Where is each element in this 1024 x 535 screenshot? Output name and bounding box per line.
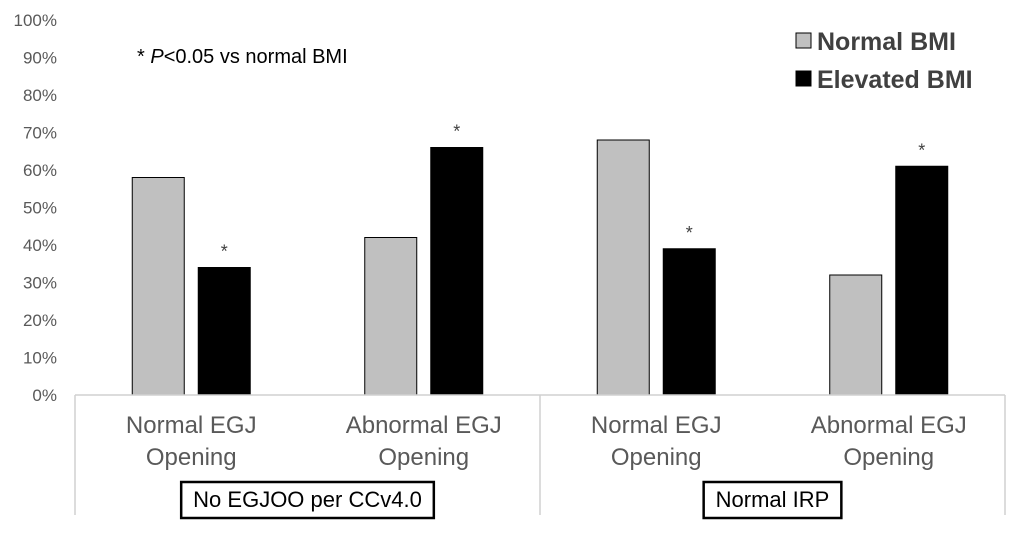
group-label: Normal IRP: [716, 487, 830, 512]
bar-elevated-bmi: [662, 248, 716, 396]
bar-normal-bmi: [131, 177, 185, 396]
y-axis-ticks: 0% 10% 20% 30% 40% 50% 60% 70% 80% 90% 100%: [14, 11, 57, 405]
significance-marker: *: [453, 122, 460, 142]
category-label-line2: Opening: [843, 444, 934, 471]
y-tick-label: 100%: [14, 11, 57, 30]
y-tick-label: 40%: [23, 236, 57, 255]
category-label-line2: Opening: [146, 444, 237, 471]
category-label-line1: Abnormal EGJ: [811, 412, 967, 439]
bar-normal-bmi: [596, 139, 650, 396]
significance-marker: *: [221, 242, 228, 262]
y-tick-label: 0%: [32, 386, 57, 405]
significance-note: * P<0.05 vs normal BMI: [137, 46, 348, 68]
y-tick-label: 70%: [23, 124, 57, 143]
legend-swatch: [795, 32, 812, 49]
y-tick-label: 30%: [23, 274, 57, 293]
group-labels: No EGJOO per CCv4.0 Normal IRP: [179, 480, 843, 520]
y-tick-label: 60%: [23, 161, 57, 180]
legend-label: Normal BMI: [817, 28, 956, 56]
group-label-box: [179, 480, 436, 520]
significance-note-p: P: [150, 46, 164, 68]
category-label-line1: Abnormal EGJ: [346, 412, 502, 439]
bar-elevated-bmi: [430, 147, 484, 396]
y-tick-label: 10%: [23, 349, 57, 368]
y-tick-label: 50%: [23, 199, 57, 218]
group-label-box: [702, 480, 843, 520]
legend-swatch: [795, 70, 812, 87]
significance-marker: *: [918, 140, 925, 160]
group-label: No EGJOO per CCv4.0: [193, 487, 422, 512]
category-label-line1: Normal EGJ: [591, 412, 722, 439]
bars: * * * *: [131, 122, 949, 396]
x-axis: [74, 394, 1006, 515]
category-label-line2: Opening: [611, 444, 702, 471]
y-tick-label: 90%: [23, 49, 57, 68]
bar-elevated-bmi: [197, 267, 251, 396]
significance-note-text: <0.05 vs normal BMI: [164, 46, 348, 68]
bar-normal-bmi: [364, 237, 418, 396]
category-label-line2: Opening: [378, 444, 469, 471]
legend: Normal BMI Elevated BMI: [795, 28, 973, 94]
y-tick-label: 20%: [23, 311, 57, 330]
significance-marker: *: [686, 223, 693, 243]
category-label-line1: Normal EGJ: [126, 412, 257, 439]
category-labels: Normal EGJ Opening Abnormal EGJ Opening Norm…: [126, 412, 967, 471]
legend-label: Elevated BMI: [817, 66, 973, 94]
bar-elevated-bmi: [895, 165, 949, 396]
y-tick-label: 80%: [23, 86, 57, 105]
significance-note-star: *: [137, 46, 150, 68]
bar-normal-bmi: [829, 274, 883, 396]
